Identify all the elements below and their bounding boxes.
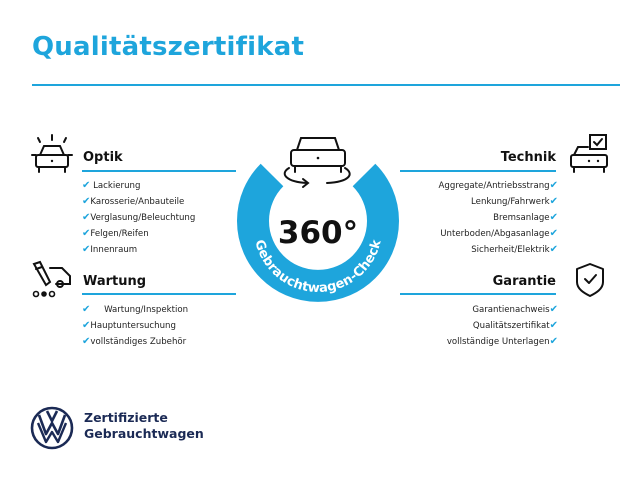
car-rotate-icon: [283, 137, 351, 188]
optik-divider: [82, 170, 236, 172]
list-item: ✔ Wartung/Inspektion: [82, 304, 189, 315]
check-icon: ✔: [549, 320, 558, 331]
garantie-divider: [400, 293, 556, 295]
check-icon: ✔: [549, 180, 558, 191]
check-icon: ✔: [82, 180, 91, 191]
list-item: ✔Verglasung/Beleuchtung: [82, 212, 196, 223]
check-icon: ✔: [549, 228, 558, 239]
check-icon: ✔: [82, 228, 91, 239]
brand-text: Zertifizierte Gebrauchtwagen: [84, 410, 204, 441]
check-icon: ✔: [82, 304, 91, 315]
shield-check-icon: [576, 263, 604, 297]
wartung-divider: [82, 293, 236, 295]
badge-ring: [237, 163, 399, 302]
list-item: ✔Karosserie/Anbauteile: [82, 196, 185, 207]
360-check-badge: 360° Gebrauchtwagen-Check: [237, 137, 399, 302]
technik-list: Aggregate/Antriebsstrang✔ Lenkung/Fahrwe…: [439, 178, 558, 258]
check-icon: ✔: [549, 244, 558, 255]
car-lights-icon: [31, 134, 73, 173]
wartung-list: ✔ Wartung/Inspektion ✔Hauptuntersuchung …: [82, 302, 188, 350]
section-title-technik: Technik: [500, 150, 556, 165]
vw-logo: [30, 406, 74, 450]
car-checkbox-icon: [570, 134, 608, 173]
page-title: Qualitätszertifikat: [32, 32, 305, 62]
check-icon: ✔: [82, 244, 91, 255]
service-van-icon: [32, 260, 71, 298]
check-icon: ✔: [549, 304, 558, 315]
check-icon: ✔: [549, 196, 558, 207]
title-divider: [32, 84, 620, 86]
check-icon: ✔: [549, 212, 558, 223]
list-item: Qualitätszertifikat✔: [472, 320, 558, 331]
badge-value: 360°: [278, 215, 358, 251]
section-title-garantie: Garantie: [492, 274, 556, 289]
technik-divider: [400, 170, 556, 172]
list-item: Lenkung/Fahrwerk✔: [471, 196, 558, 207]
list-item: ✔Hauptuntersuchung: [82, 320, 176, 331]
list-item: Aggregate/Antriebsstrang✔: [438, 180, 558, 191]
list-item: ✔vollständiges Zubehör: [82, 336, 187, 347]
list-item: Garantienachweis✔: [472, 304, 558, 315]
section-title-optik: Optik: [83, 150, 123, 165]
check-icon: ✔: [82, 336, 91, 347]
check-icon: ✔: [82, 320, 91, 331]
list-item: Unterboden/Abgasanlage✔: [440, 228, 558, 239]
list-item: Sicherheit/Elektrik✔: [471, 244, 558, 255]
section-title-wartung: Wartung: [83, 274, 147, 289]
check-icon: ✔: [82, 212, 91, 223]
list-item: ✔ Lackierung: [82, 180, 141, 191]
optik-list: ✔ Lackierung ✔Karosserie/Anbauteile ✔Ver…: [82, 178, 195, 258]
list-item: ✔Innenraum: [82, 244, 138, 255]
list-item: Bremsanlage✔: [493, 212, 558, 223]
garantie-list: Garantienachweis✔ Qualitätszertifikat✔ v…: [447, 302, 558, 350]
list-item: ✔Felgen/Reifen: [82, 228, 149, 239]
list-item: vollständige Unterlagen✔: [446, 336, 558, 347]
check-icon: ✔: [82, 196, 91, 207]
check-icon: ✔: [549, 336, 558, 347]
